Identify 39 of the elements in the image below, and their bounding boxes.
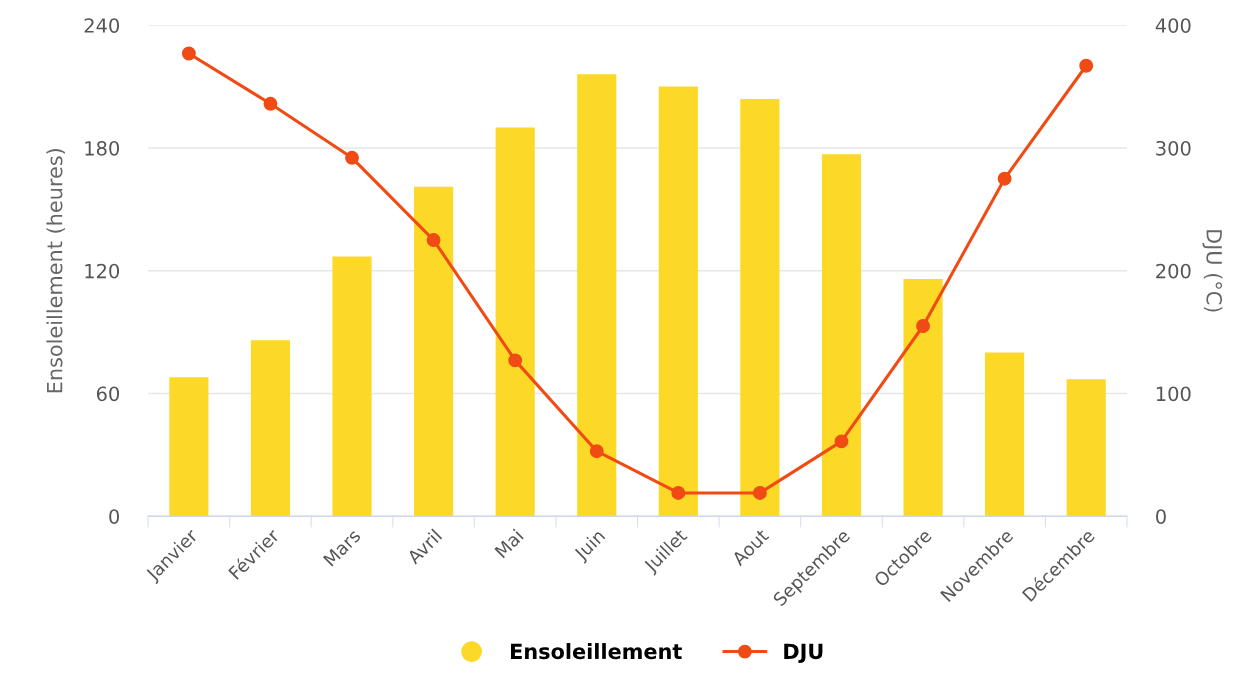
y2-tick-label: 300 <box>1156 140 1191 156</box>
bar <box>250 340 291 517</box>
point <box>834 434 849 449</box>
point <box>752 486 767 500</box>
y-axis-title: Ensoleillement (heures) <box>46 148 65 393</box>
y2-tick-label: 400 <box>1155 18 1191 33</box>
x-tick-label: Mai <box>494 528 524 559</box>
bar <box>1066 379 1106 517</box>
point <box>508 353 523 368</box>
bar <box>495 127 535 517</box>
bar <box>821 154 862 517</box>
bar <box>169 377 209 517</box>
y-tick-label: 180 <box>85 140 120 156</box>
legend-label: DJU <box>784 643 823 664</box>
point <box>1079 58 1094 73</box>
y-tick-label: 60 <box>96 386 120 402</box>
y-tick-label: 0 <box>109 509 120 524</box>
bar <box>577 74 617 517</box>
y-tick-label: 120 <box>85 263 120 279</box>
point <box>589 444 604 459</box>
legend-label: Ensoleillement <box>511 643 682 660</box>
point <box>671 486 686 500</box>
point <box>997 171 1012 186</box>
y2-tick-label: 100 <box>1156 386 1191 402</box>
bar <box>740 98 780 517</box>
point <box>263 96 278 111</box>
y2-tick-label: 0 <box>1156 509 1166 524</box>
y2-axis-title: DJU (°C) <box>1202 230 1223 312</box>
y2-tick-label: 200 <box>1156 263 1191 279</box>
point <box>345 150 359 165</box>
point <box>426 233 441 248</box>
bar <box>985 352 1025 517</box>
point <box>181 46 196 61</box>
bar <box>903 278 943 517</box>
y-tick-label: 240 <box>84 18 120 33</box>
point <box>916 319 930 333</box>
bar <box>414 186 454 517</box>
bar <box>332 256 372 517</box>
bar <box>658 86 698 517</box>
